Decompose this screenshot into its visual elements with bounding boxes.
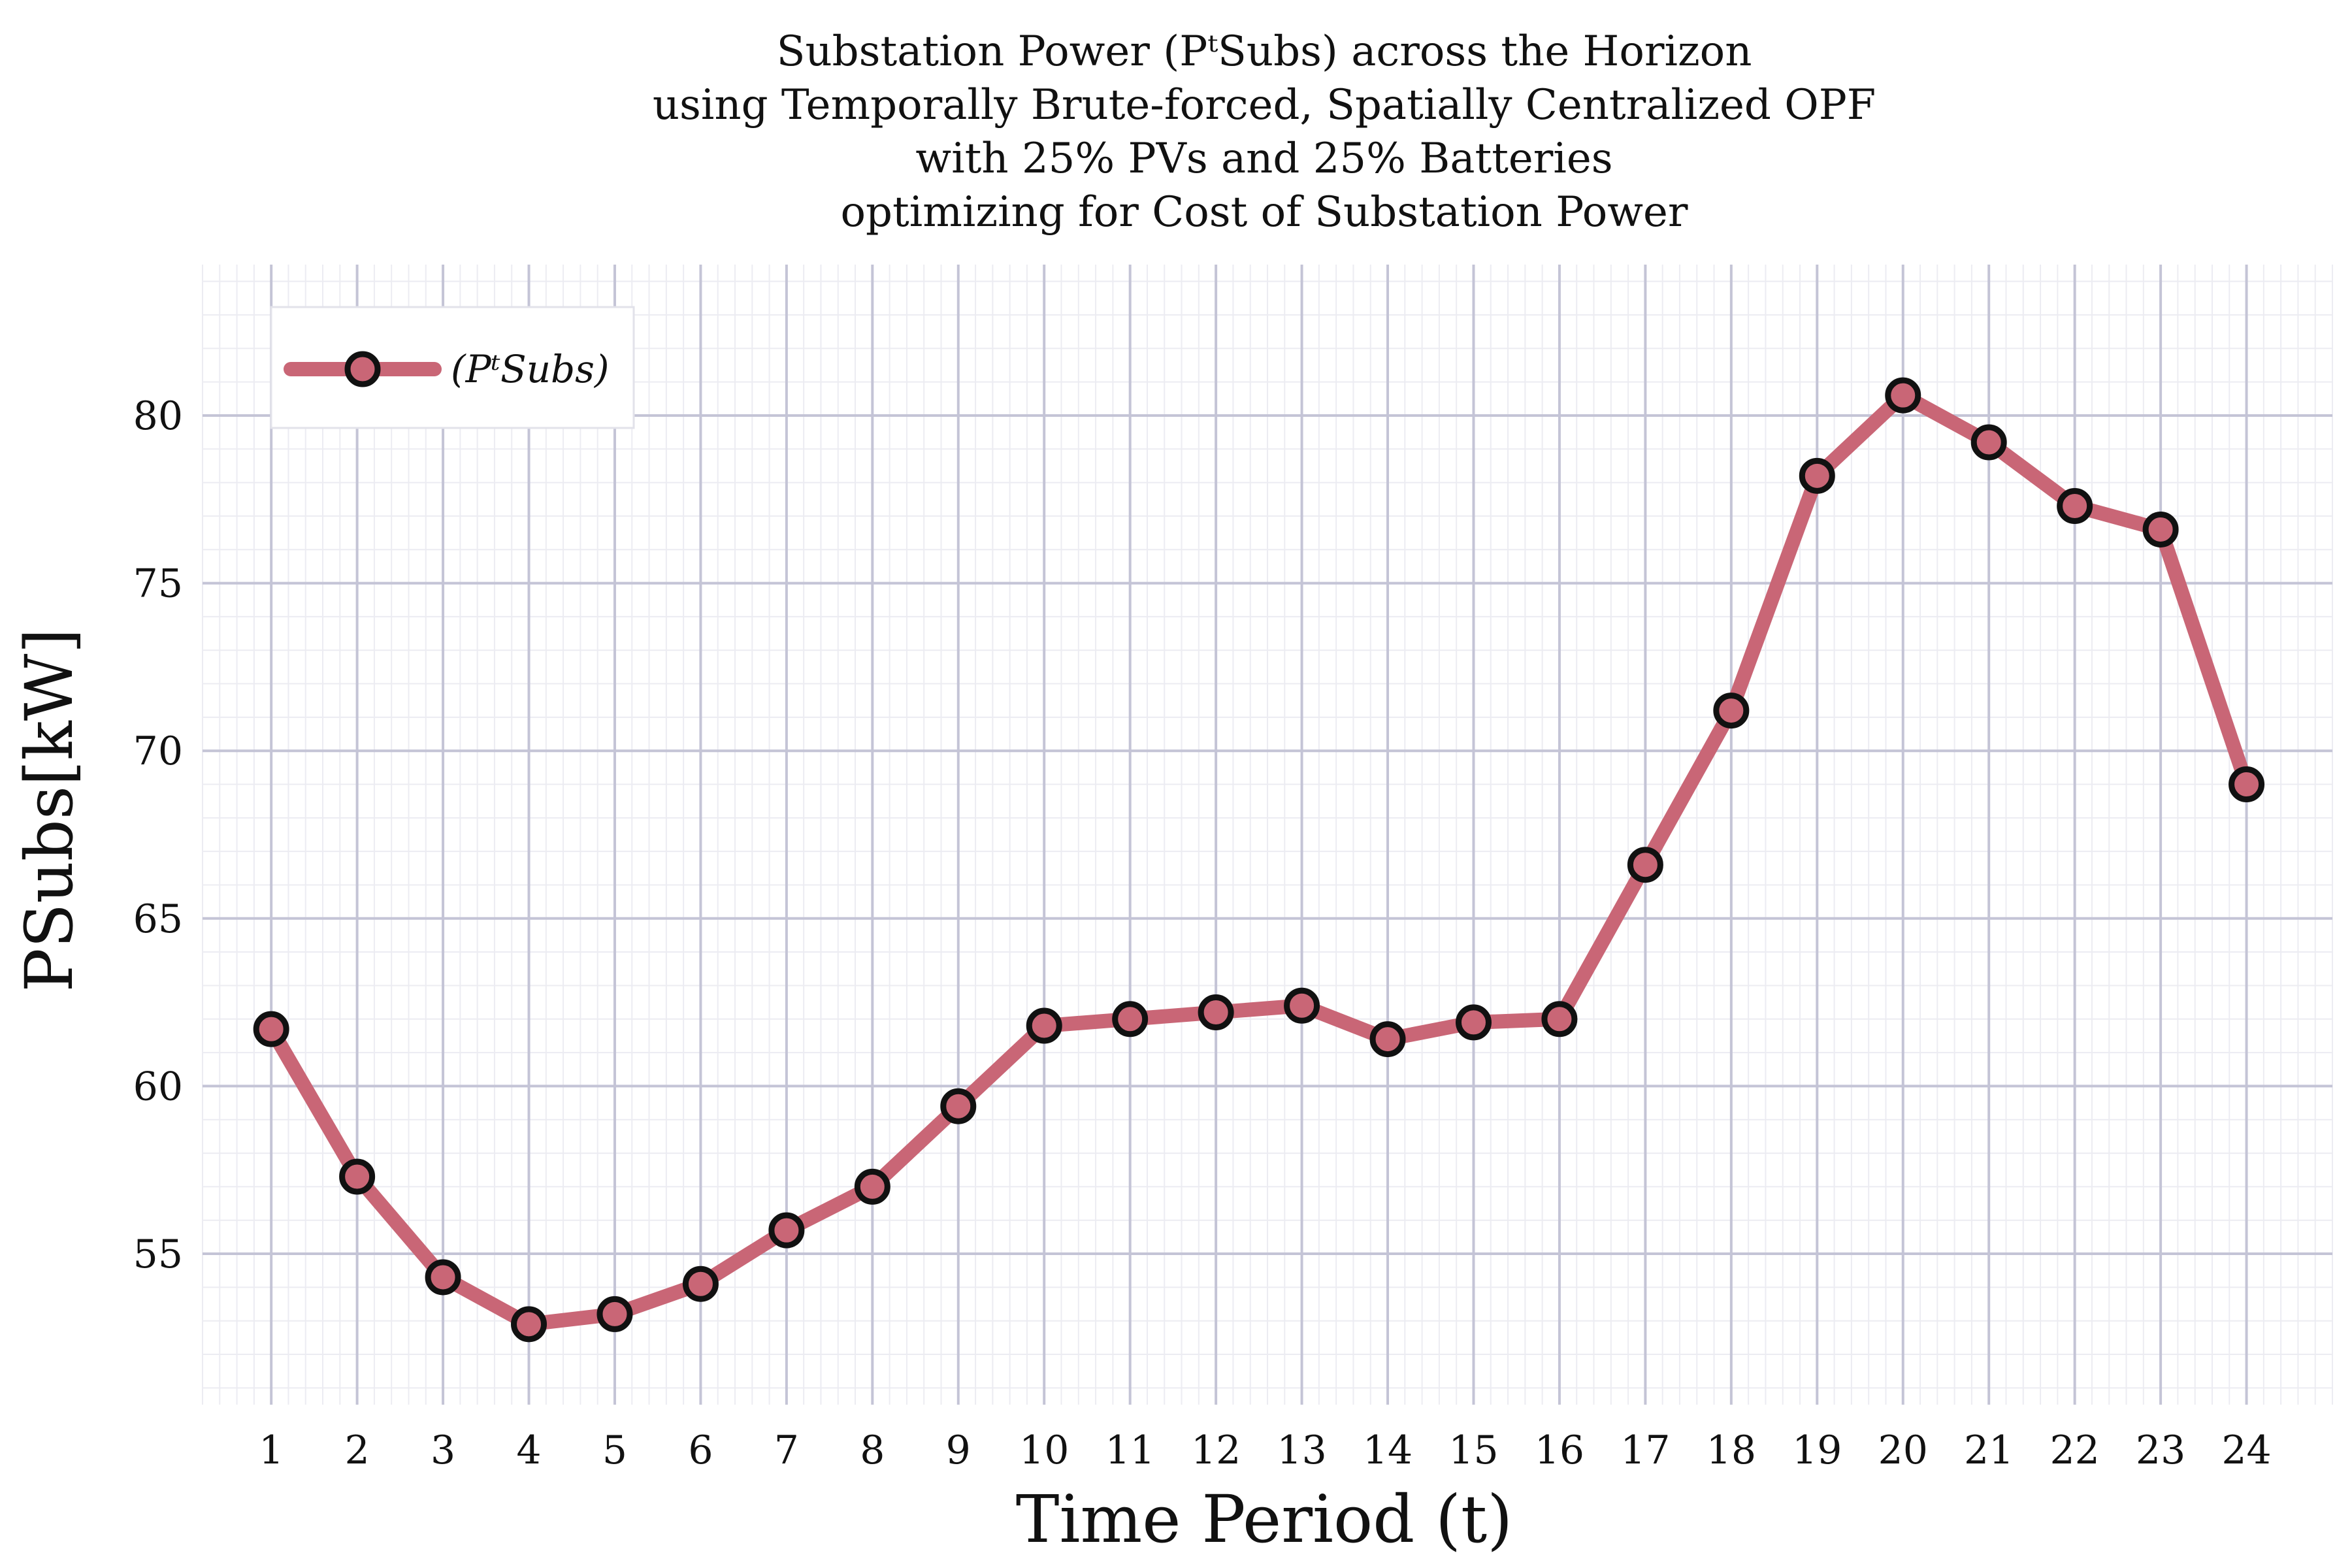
data-point — [2057, 488, 2093, 525]
data-point — [425, 1259, 461, 1296]
data-point — [339, 1158, 376, 1195]
data-point — [1198, 994, 1234, 1031]
x-tick-label: 14 — [1363, 1428, 1413, 1473]
x-tick-label: 2 — [345, 1428, 370, 1473]
legend-marker-swatch — [344, 351, 381, 387]
minor-gridlines — [202, 265, 2333, 1405]
data-point — [1713, 693, 1750, 729]
data-point — [682, 1266, 719, 1302]
series-layer — [253, 377, 2265, 1343]
y-tick-label: 55 — [133, 1232, 183, 1277]
y-tick-label: 70 — [133, 728, 183, 774]
data-point — [1541, 1001, 1578, 1037]
x-tick-label: 3 — [431, 1428, 455, 1473]
data-point — [1026, 1007, 1062, 1044]
data-point — [1455, 1004, 1492, 1041]
x-tick-label: 21 — [1964, 1428, 2014, 1473]
y-tick-label: 65 — [133, 896, 183, 942]
y-axis-label: PSubs[kW] — [11, 629, 88, 992]
data-point — [1627, 847, 1663, 883]
major-gridlines — [203, 265, 2332, 1405]
x-tick-label: 6 — [688, 1428, 713, 1473]
title-line-1: Substation Power (PᵗSubs) across the Hor… — [777, 27, 1752, 76]
x-tick-label: 10 — [1019, 1428, 1069, 1473]
legend-label: (PᵗSubs) — [451, 347, 610, 391]
data-point — [1970, 424, 2007, 461]
data-point — [1885, 377, 1921, 414]
data-point — [2229, 766, 2265, 803]
x-tick-label: 13 — [1277, 1428, 1326, 1473]
chart-title: Substation Power (PᵗSubs) across the Hor… — [653, 27, 1876, 237]
data-point — [253, 1011, 289, 1047]
data-point — [854, 1168, 890, 1205]
data-point — [1112, 1001, 1149, 1037]
x-tick-label: 20 — [1878, 1428, 1928, 1473]
x-tick-label: 8 — [860, 1428, 885, 1473]
x-tick-label: 11 — [1105, 1428, 1154, 1473]
data-point — [1799, 457, 1835, 494]
x-tick-label: 23 — [2136, 1428, 2185, 1473]
data-point — [511, 1306, 547, 1343]
x-tick-label: 24 — [2221, 1428, 2271, 1473]
y-tick-labels: 55 60 65 70 75 80 — [133, 393, 183, 1277]
legend: (PᵗSubs) — [270, 306, 635, 429]
data-point — [940, 1088, 977, 1124]
x-tick-label: 17 — [1620, 1428, 1670, 1473]
y-tick-label: 75 — [133, 561, 183, 607]
x-axis-label: Time Period (t) — [1016, 1481, 1512, 1558]
x-tick-label: 7 — [774, 1428, 799, 1473]
x-tick-label: 22 — [2050, 1428, 2099, 1473]
x-tick-label: 5 — [602, 1428, 627, 1473]
data-point — [1284, 987, 1320, 1024]
x-tick-label: 15 — [1448, 1428, 1498, 1473]
title-line-2: using Temporally Brute-forced, Spatially… — [653, 81, 1876, 129]
data-point — [2142, 511, 2179, 547]
x-tick-label: 16 — [1535, 1428, 1584, 1473]
x-tick-label: 12 — [1191, 1428, 1241, 1473]
x-tick-label: 1 — [259, 1428, 284, 1473]
x-tick-labels: 1 2 3 4 5 6 7 8 9 10 11 12 13 14 15 16 17 18 19 20 21 22 23 24 — [259, 1428, 2272, 1473]
title-line-3: with 25% PVs and 25% Batteries — [915, 135, 1612, 183]
data-point — [768, 1212, 805, 1249]
y-tick-label: 60 — [133, 1064, 183, 1109]
x-tick-label: 9 — [946, 1428, 971, 1473]
x-tick-label: 18 — [1707, 1428, 1756, 1473]
title-line-4: optimizing for Cost of Substation Power — [841, 188, 1688, 237]
x-tick-label: 19 — [1792, 1428, 1842, 1473]
series-line — [264, 388, 2254, 1331]
x-tick-label: 4 — [516, 1428, 541, 1473]
data-point — [596, 1296, 633, 1332]
data-point — [1369, 1021, 1406, 1058]
y-tick-label: 80 — [133, 393, 183, 439]
